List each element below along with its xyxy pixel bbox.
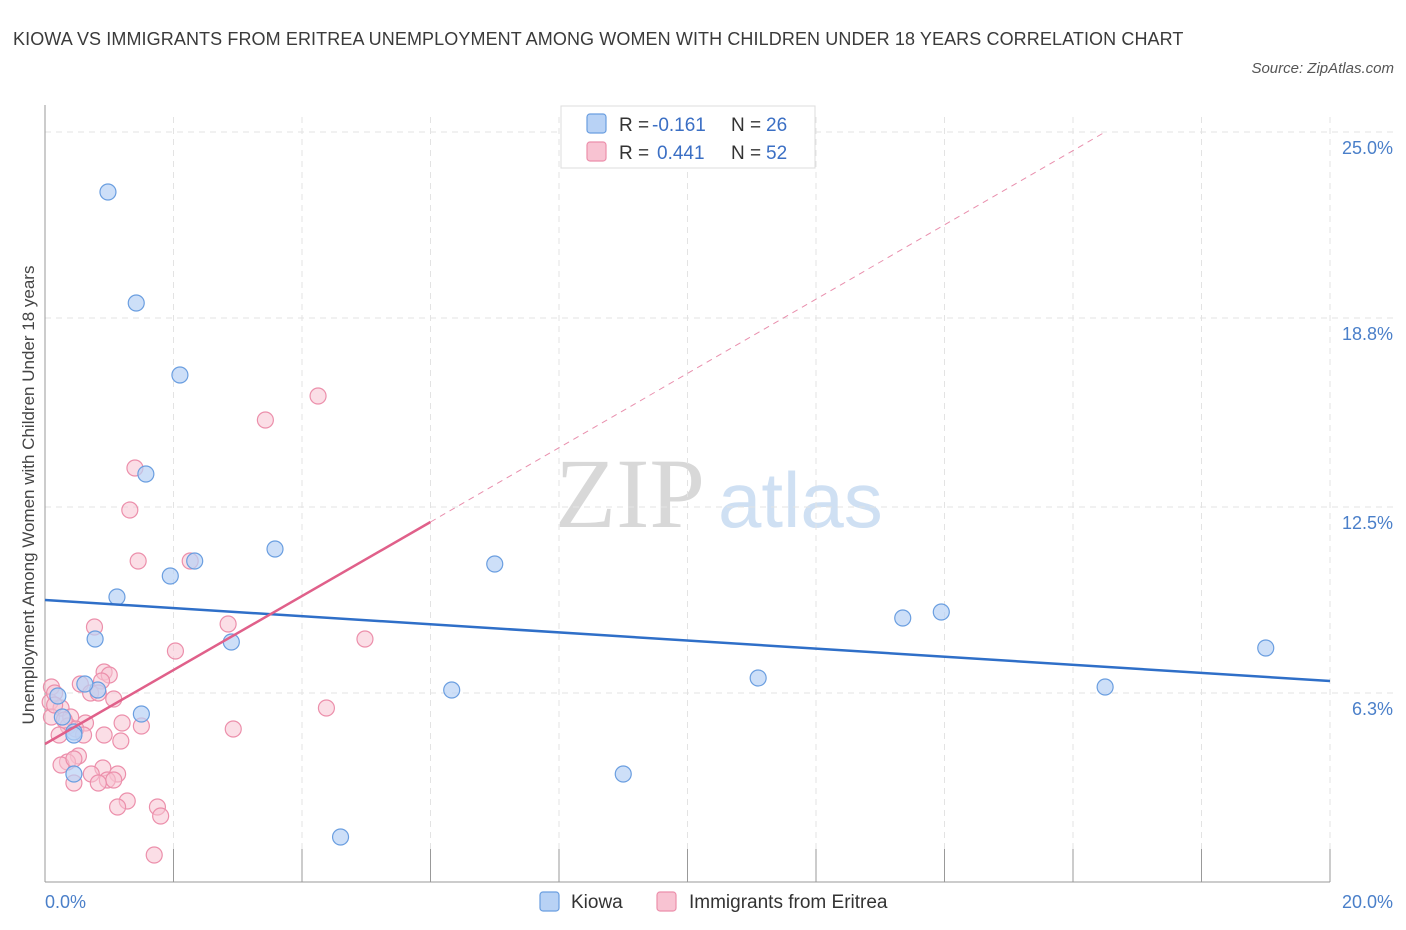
bottom-legend-swatch-eritrea	[656, 891, 677, 912]
axes	[44, 105, 1331, 883]
kiowa-point	[171, 366, 189, 384]
kiowa-point	[161, 567, 179, 585]
eritrea-point	[113, 714, 131, 732]
trendline-kiowa	[44, 598, 1331, 683]
eritrea-point	[65, 750, 83, 768]
eritrea-point	[145, 846, 163, 864]
legend-n-value-kiowa: 26	[766, 115, 787, 136]
x-tick-labels: 0.0% 20.0%	[45, 892, 1393, 912]
eritrea-point	[89, 774, 107, 792]
kiowa-point	[132, 705, 150, 723]
eritrea-point	[152, 807, 170, 825]
y-tick-labels: 6.3% 12.5% 18.8% 25.0%	[1342, 138, 1393, 719]
x-tick-label-min: 0.0%	[45, 892, 86, 912]
kiowa-point	[108, 588, 126, 606]
trendline-eritrea	[44, 520, 432, 746]
kiowa-point	[614, 765, 632, 783]
eritrea-point	[256, 411, 274, 429]
eritrea-point	[166, 642, 185, 660]
legend-r-value-kiowa: -0.161	[652, 115, 706, 136]
y-tick-label: 12.5%	[1342, 513, 1393, 533]
legend-n-value-eritrea: 52	[766, 143, 787, 164]
kiowa-point	[1257, 639, 1275, 657]
series-legend: Kiowa Immigrants from Eritrea	[539, 891, 888, 913]
eritrea-point	[95, 726, 113, 744]
legend-n-label-eritrea: N =	[731, 143, 761, 164]
kiowa-point	[99, 183, 117, 201]
eritrea-point	[219, 615, 237, 633]
eritrea-point	[105, 771, 123, 789]
kiowa-point	[86, 630, 104, 648]
bottom-legend-label-kiowa: Kiowa	[571, 892, 623, 913]
kiowa-point	[186, 552, 204, 570]
chart-title: KIOWA VS IMMIGRANTS FROM ERITREA UNEMPLO…	[13, 29, 1184, 49]
eritrea-point	[121, 501, 139, 519]
y-tick-label: 25.0%	[1342, 138, 1393, 158]
kiowa-point	[49, 687, 67, 705]
eritrea-point	[109, 798, 127, 816]
legend-r-value-eritrea: 0.441	[657, 143, 705, 164]
kiowa-point	[486, 555, 504, 573]
y-tick-label: 6.3%	[1352, 699, 1393, 719]
kiowa-point	[127, 294, 145, 312]
legend-r-label-eritrea: R =	[619, 143, 649, 164]
trendlines	[44, 131, 1331, 746]
stats-legend: R = -0.161 N = 26 R = 0.441 N = 52	[560, 105, 816, 169]
bottom-legend-label-eritrea: Immigrants from Eritrea	[689, 892, 888, 913]
kiowa-point	[266, 540, 284, 558]
eritrea-point	[224, 720, 242, 738]
watermark-atlas: atlas	[718, 456, 883, 544]
kiowa-point	[65, 765, 83, 783]
y-tick-label: 18.8%	[1342, 324, 1393, 344]
bottom-legend-swatch-kiowa	[539, 891, 560, 912]
eritrea-point	[112, 732, 130, 750]
kiowa-point	[443, 681, 461, 699]
legend-swatch-kiowa	[586, 113, 607, 134]
series-eritrea	[41, 387, 374, 864]
legend-n-label-kiowa: N =	[731, 115, 761, 136]
kiowa-point	[53, 708, 71, 726]
series-kiowa	[49, 183, 1275, 846]
trendline-eritrea-extension	[430, 131, 1106, 523]
eritrea-point	[129, 552, 147, 570]
kiowa-point	[894, 609, 912, 627]
kiowa-point	[749, 669, 767, 687]
legend-r-label-kiowa: R =	[619, 115, 649, 136]
x-tick-label-max: 20.0%	[1342, 892, 1393, 912]
grid-lines	[45, 117, 1395, 882]
kiowa-point	[137, 465, 155, 483]
kiowa-point	[932, 603, 950, 621]
kiowa-point	[331, 828, 350, 846]
eritrea-point	[309, 387, 327, 405]
source-note: Source: ZipAtlas.com	[1251, 60, 1394, 77]
y-axis-label: Unemployment Among Women with Children U…	[19, 266, 38, 725]
watermark-zip: ZIP	[555, 438, 705, 549]
kiowa-point	[76, 675, 94, 693]
legend-swatch-eritrea	[586, 141, 607, 162]
eritrea-point	[356, 630, 374, 648]
eritrea-point	[317, 699, 336, 717]
kiowa-point	[1096, 678, 1114, 696]
